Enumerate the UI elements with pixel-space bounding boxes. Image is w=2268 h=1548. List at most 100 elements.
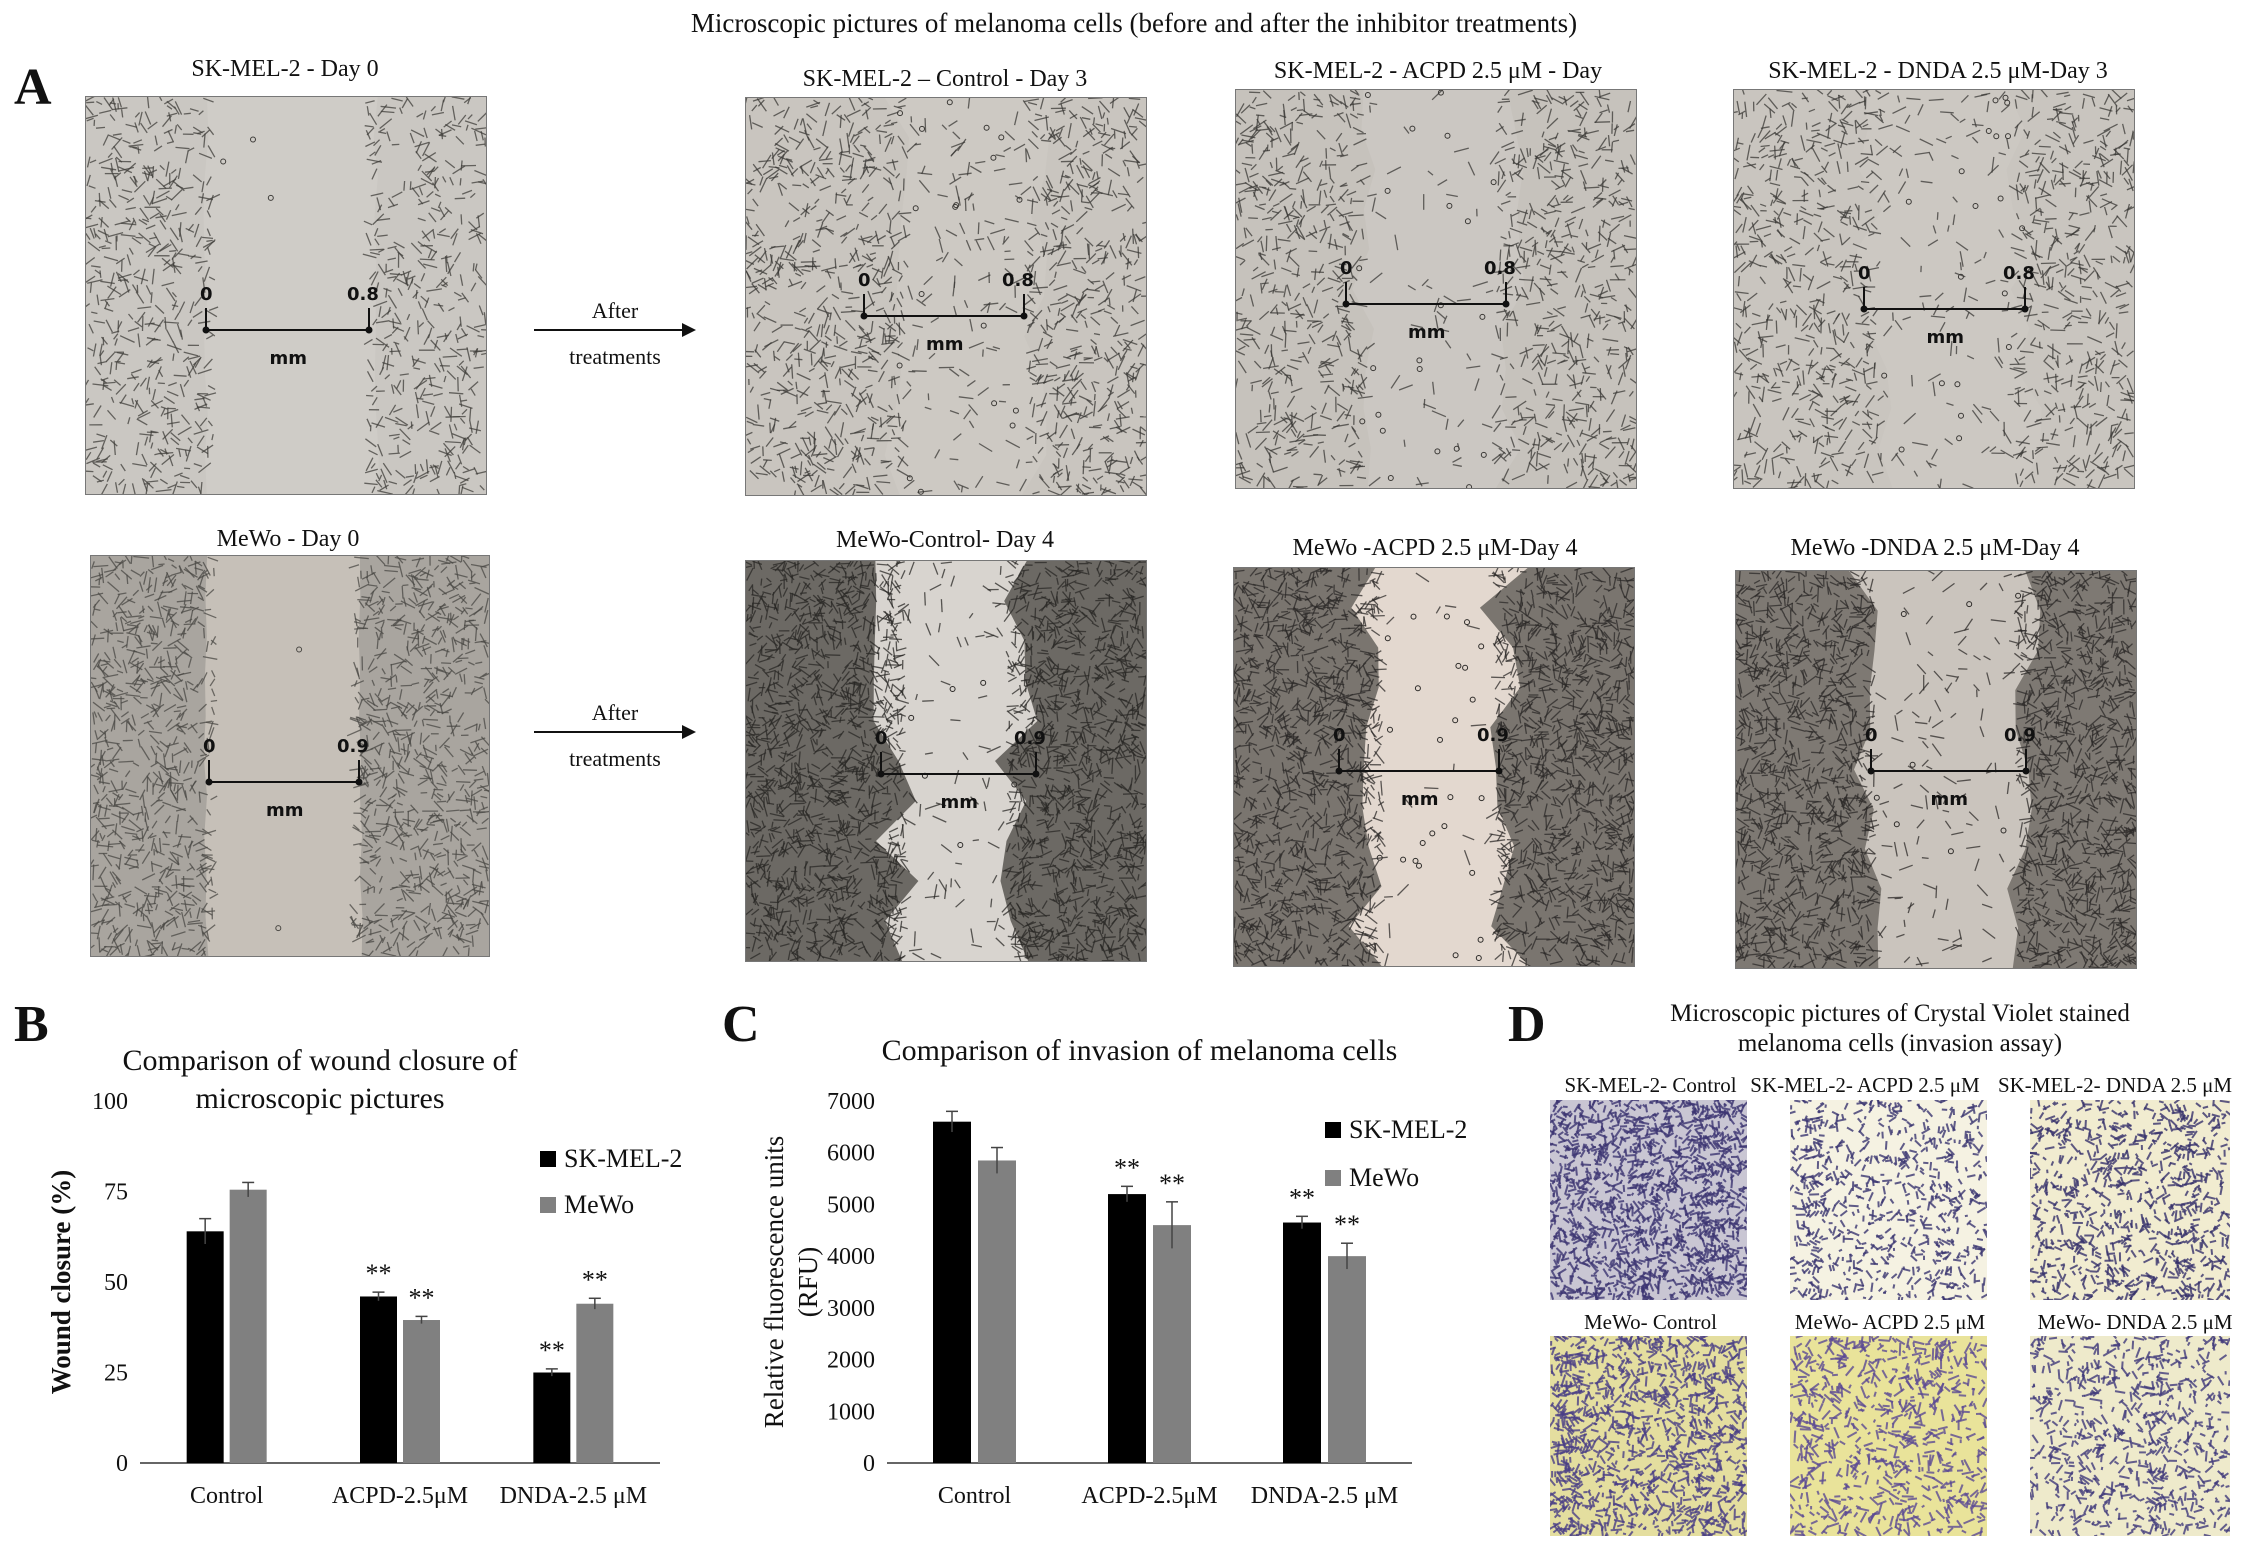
bar	[1283, 1222, 1321, 1463]
panel-d-title-line2: melanoma cells (invasion assay)	[1737, 1030, 2063, 1057]
sk-day0-title: SK-MEL-2 - Day 0	[191, 56, 379, 82]
cell-texture: 0 0.8 mm	[746, 98, 1146, 495]
chart-invasion: Comparison of invasion of melanoma cells…	[759, 1034, 1467, 1509]
significance-mark: **	[1159, 1169, 1185, 1198]
scale-left-tick: 0	[875, 728, 888, 749]
x-category-label: DNDA-2.5 μM	[500, 1483, 648, 1509]
micro-image-sk-acpd: 0 0.8 mm	[1235, 89, 1637, 489]
scale-right-tick: 0.8	[347, 284, 379, 305]
y-tick-label: 25	[104, 1361, 128, 1387]
y-axis-label: Wound closure (%)	[46, 1170, 76, 1395]
y-tick-label: 100	[92, 1089, 128, 1115]
scale-unit: mm	[1927, 327, 1965, 348]
scale-right-tick: 0.9	[2004, 725, 2036, 746]
stain-texture	[2030, 1100, 2230, 1300]
bar	[1153, 1225, 1191, 1463]
legend-label: MeWo	[564, 1190, 634, 1219]
bar	[360, 1296, 397, 1463]
scale-unit: mm	[941, 792, 979, 813]
sk-acpd-title: SK-MEL-2 - ACPD 2.5 μM - Day	[1273, 58, 1603, 84]
legend-swatch	[1325, 1122, 1341, 1138]
significance-mark: **	[1114, 1153, 1140, 1182]
cell-texture: 0 0.9 mm	[91, 556, 489, 956]
cell-texture: 0 0.9 mm	[1736, 571, 2136, 968]
cell-texture: 0 0.9 mm	[1234, 568, 1634, 966]
scale-unit: mm	[926, 334, 964, 355]
y-tick-label: 5000	[827, 1192, 875, 1218]
legend-label: SK-MEL-2	[1349, 1115, 1467, 1144]
d-label-sk-acpd: SK-MEL-2- ACPD 2.5 μM	[1750, 1073, 1980, 1097]
bar	[229, 1189, 267, 1463]
mewo-acpd-title: MeWo -ACPD 2.5 μM-Day 4	[1292, 535, 1578, 561]
x-category-label: Control	[938, 1483, 1012, 1509]
bar	[186, 1231, 224, 1463]
scale-left-tick: 0	[1858, 263, 1871, 284]
d-label-sk-control: SK-MEL-2- Control	[1564, 1073, 1737, 1097]
bar	[1108, 1194, 1146, 1463]
cell-texture: 0 0.9 mm	[746, 561, 1146, 961]
stain-texture	[1550, 1336, 1747, 1536]
x-category-label: Control	[190, 1483, 264, 1509]
y-tick-label: 0	[863, 1451, 875, 1477]
d-image-sk-acpd	[1790, 1100, 1987, 1300]
bar	[576, 1303, 614, 1463]
micro-image-mewo-dnda: 0 0.9 mm	[1735, 570, 2137, 969]
bar	[403, 1320, 440, 1463]
chart-title: Comparison of invasion of melanoma cells	[882, 1034, 1398, 1067]
legend-label: SK-MEL-2	[564, 1144, 682, 1173]
x-category-label: ACPD-2.5μM	[1081, 1483, 1217, 1509]
scale-right-tick: 0.9	[337, 736, 369, 757]
d-image-mewo-dnda	[2030, 1336, 2230, 1536]
scale-unit: mm	[270, 348, 308, 369]
cell-texture: 0 0.8 mm	[1236, 90, 1636, 488]
stain-texture	[1550, 1100, 1747, 1300]
stain-texture	[1790, 1100, 1987, 1300]
significance-mark: **	[1334, 1210, 1360, 1239]
stain-texture	[1790, 1336, 1987, 1536]
stain-texture	[2030, 1336, 2230, 1536]
scale-left-tick: 0	[1340, 258, 1353, 279]
y-tick-label: 2000	[827, 1348, 875, 1374]
y-tick-label: 6000	[827, 1141, 875, 1167]
scale-unit: mm	[1931, 789, 1969, 810]
y-tick-label: 3000	[827, 1296, 875, 1322]
bar	[533, 1372, 571, 1463]
panel-letter-a: A	[14, 59, 52, 116]
d-label-mewo-control: MeWo- Control	[1583, 1310, 1718, 1334]
sk-control-title: SK-MEL-2 – Control - Day 3	[802, 66, 1088, 92]
chart-title: Comparison of wound closure of	[123, 1044, 518, 1077]
scale-unit: mm	[1401, 789, 1439, 810]
arrow-label-bottom: treatments	[569, 746, 661, 771]
micro-image-mewo-day0: 0 0.9 mm	[90, 555, 490, 957]
y-tick-label: 1000	[827, 1399, 875, 1425]
significance-mark: **	[539, 1336, 565, 1365]
significance-mark: **	[409, 1283, 435, 1312]
d-image-mewo-control	[1550, 1336, 1747, 1536]
after-treatments-arrow-row1: After treatments	[530, 298, 700, 378]
micro-image-sk-control: 0 0.8 mm	[745, 97, 1147, 496]
scale-right-tick: 0.9	[1477, 725, 1509, 746]
figure-title: Microscopic pictures of melanoma cells (…	[690, 8, 1578, 38]
scale-right-tick: 0.9	[1014, 728, 1046, 749]
significance-mark: **	[582, 1265, 608, 1294]
d-image-mewo-acpd	[1790, 1336, 1987, 1536]
d-label-sk-dnda: SK-MEL-2- DNDA 2.5 μM	[1997, 1073, 2233, 1097]
y-tick-label: 75	[104, 1180, 128, 1206]
legend-label: MeWo	[1349, 1163, 1419, 1192]
x-category-label: DNDA-2.5 μM	[1251, 1483, 1399, 1509]
sk-dnda-title: SK-MEL-2 - DNDA 2.5 μM-Day 3	[1768, 58, 2108, 84]
arrow-label-bottom: treatments	[569, 344, 661, 369]
mewo-dnda-title: MeWo -DNDA 2.5 μM-Day 4	[1790, 535, 2080, 561]
panel-letter-d: D	[1508, 996, 1546, 1053]
significance-mark: **	[366, 1259, 392, 1288]
scale-left-tick: 0	[858, 270, 871, 291]
arrow-right-icon	[534, 725, 696, 739]
d-label-mewo-dnda: MeWo- DNDA 2.5 μM	[2037, 1310, 2233, 1334]
scale-left-tick: 0	[1865, 725, 1878, 746]
scale-left-tick: 0	[203, 736, 216, 757]
y-axis-label: Relative fluorescence units	[759, 1136, 789, 1428]
after-treatments-arrow-row2: After treatments	[530, 700, 700, 780]
scale-unit: mm	[1408, 322, 1446, 343]
d-image-sk-dnda	[2030, 1100, 2230, 1300]
legend-swatch	[1325, 1170, 1341, 1186]
